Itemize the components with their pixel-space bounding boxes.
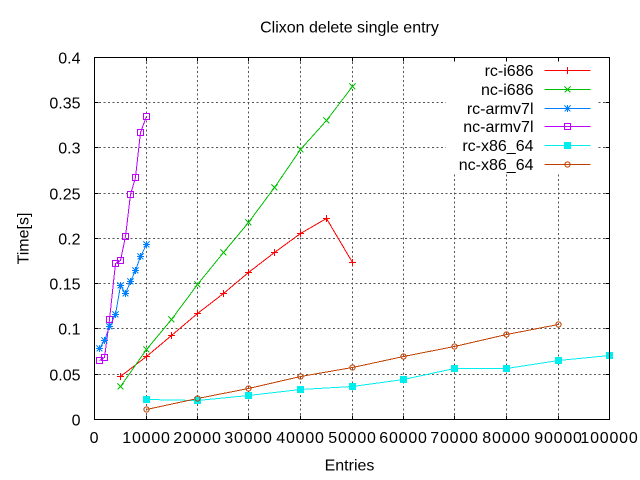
svg-text:40000: 40000 [276, 430, 325, 447]
svg-text:rc-x86_64: rc-x86_64 [462, 138, 533, 155]
svg-text:rc-i686: rc-i686 [485, 63, 534, 80]
svg-text:0.15: 0.15 [49, 277, 80, 294]
svg-text:nc-x86_64: nc-x86_64 [459, 157, 534, 174]
svg-text:10000: 10000 [122, 430, 171, 447]
svg-text:60000: 60000 [379, 430, 428, 447]
svg-text:0.35: 0.35 [49, 96, 80, 113]
svg-text:0.25: 0.25 [49, 187, 80, 204]
svg-text:80000: 80000 [482, 430, 531, 447]
svg-text:0: 0 [90, 430, 100, 447]
svg-text:20000: 20000 [173, 430, 222, 447]
svg-text:100000: 100000 [580, 430, 638, 447]
svg-text:nc-i686: nc-i686 [481, 82, 534, 99]
svg-text:Time[s]: Time[s] [16, 213, 33, 265]
svg-text:0.3: 0.3 [58, 141, 80, 158]
svg-text:0.4: 0.4 [58, 51, 80, 68]
svg-text:50000: 50000 [328, 430, 377, 447]
svg-text:Clixon delete single entry: Clixon delete single entry [260, 19, 439, 36]
svg-text:90000: 90000 [534, 430, 583, 447]
svg-text:70000: 70000 [430, 430, 479, 447]
svg-text:nc-armv7l: nc-armv7l [463, 119, 533, 136]
svg-text:30000: 30000 [224, 430, 273, 447]
svg-text:0.1: 0.1 [58, 322, 80, 339]
svg-text:0: 0 [72, 413, 81, 430]
svg-text:Entries: Entries [325, 458, 375, 475]
svg-text:0.05: 0.05 [49, 368, 80, 385]
svg-text:rc-armv7l: rc-armv7l [467, 101, 534, 118]
svg-text:0.2: 0.2 [58, 232, 80, 249]
